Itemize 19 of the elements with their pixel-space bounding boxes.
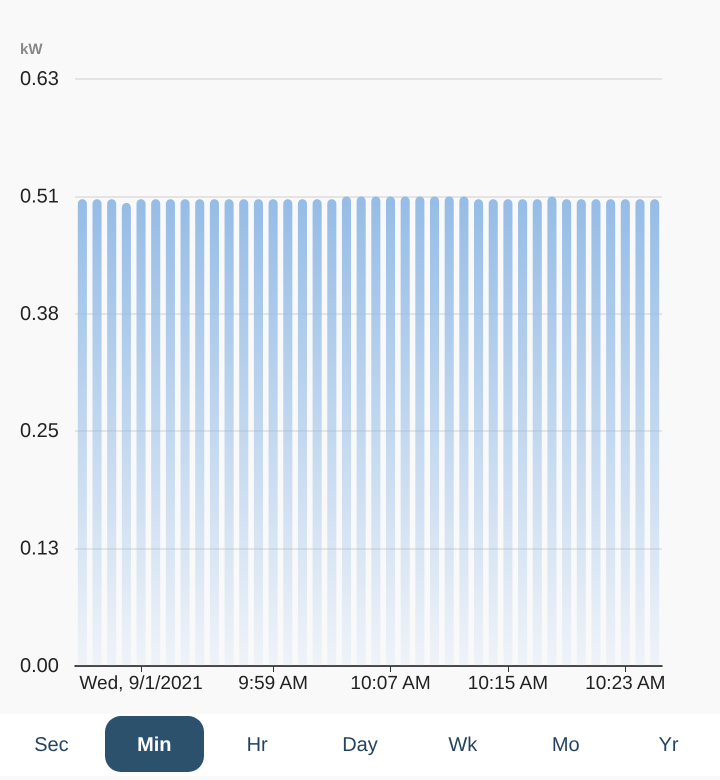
- y-tick-label: 0.25: [20, 420, 59, 442]
- x-tick-label: 10:23 AM: [585, 673, 666, 694]
- text: Hr: [246, 734, 268, 756]
- y-tick-label: 0.63: [20, 68, 59, 90]
- x-tick-label: Wed, 9/1/2021: [79, 673, 203, 694]
- y-tick-label: 0.00: [20, 655, 59, 677]
- text: Min: [137, 734, 172, 756]
- text: Day: [342, 734, 378, 756]
- y-tick-label: 0.51: [20, 185, 59, 208]
- text: Wk: [448, 734, 478, 756]
- y-tick-label: 0.38: [20, 302, 59, 325]
- text: Sec: [34, 734, 69, 756]
- text: Yr: [658, 734, 679, 756]
- text: Mo: [552, 734, 580, 756]
- y-axis-title: kW: [20, 41, 44, 58]
- x-tick-label: 10:07 AM: [350, 673, 431, 694]
- y-tick-label: 0.13: [20, 538, 59, 560]
- x-tick-label: 10:15 AM: [468, 673, 548, 694]
- x-tick-label: 9:59 AM: [238, 673, 308, 694]
